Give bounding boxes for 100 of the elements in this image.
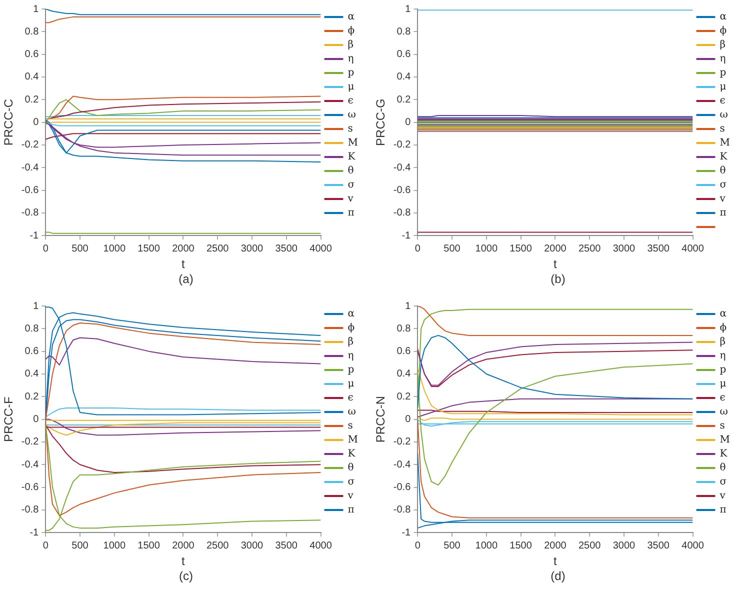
x-tick-label: 2000 (172, 243, 195, 254)
y-tick-label: -0.6 (393, 482, 412, 494)
x-tick-label: 1500 (138, 243, 160, 254)
text: (b) (550, 272, 566, 286)
legend-label: β (720, 336, 726, 348)
x-tick-label: 3500 (647, 540, 670, 552)
legend-label: θ (348, 166, 354, 177)
y-tick-label: 0.4 (396, 368, 412, 380)
y-tick-label: -0.8 (21, 504, 40, 516)
y-tick-label: -0.6 (21, 185, 40, 196)
y-tick-label: -1 (402, 230, 412, 242)
x-tick-label: 0 (42, 540, 49, 552)
legend-label: ϵ (720, 96, 726, 107)
y-tick-label: -0.8 (21, 208, 40, 219)
y-tick-label: 0 (405, 414, 412, 426)
legend-label: ϕ (720, 322, 727, 334)
x-tick-label: 1500 (138, 540, 160, 552)
x-tick-label: 2500 (206, 540, 230, 552)
legend-label: ϕ (720, 26, 727, 37)
x-tick-label: 1500 (510, 243, 532, 254)
legend-label: K (348, 448, 356, 460)
legend-label: p (720, 68, 726, 79)
y-tick-label: -0.8 (393, 208, 412, 219)
x-axis-title: t (554, 257, 558, 272)
y-tick-label: 0.2 (24, 391, 40, 402)
y-tick-label: 0.6 (24, 49, 40, 60)
legend-label: v (346, 194, 354, 205)
legend-label: α (720, 12, 727, 23)
x-tick-label: 3000 (612, 540, 636, 552)
legend-label: v (718, 490, 726, 502)
x-tick-label: 4000 (310, 540, 332, 552)
y-tick-label: 1 (33, 300, 40, 312)
y-tick-label: -0.2 (21, 436, 40, 448)
legend-label: M (348, 138, 358, 149)
legend-label: μ (720, 82, 727, 93)
legend-label: v (346, 490, 354, 502)
legend-label: α (720, 308, 727, 320)
y-tick-label: -0.4 (393, 162, 412, 174)
legend-label: ϕ (348, 322, 355, 334)
text: (d) (550, 569, 566, 583)
y-tick-label: 0.6 (396, 346, 412, 358)
legend-label: ω (720, 110, 728, 121)
legend-label: η (348, 54, 354, 65)
legend-label: s (348, 420, 353, 432)
x-tick-label: 2000 (172, 540, 195, 552)
legend-label: ϵ (720, 392, 726, 404)
legend-label: K (720, 152, 728, 163)
y-tick-label: 0.2 (396, 391, 412, 402)
x-tick-label: 3500 (647, 243, 670, 254)
y-tick-label: -1 (402, 527, 412, 538)
x-tick-label: 3500 (275, 243, 298, 254)
x-tick-label: 3000 (240, 243, 264, 254)
y-tick-label: 0.2 (24, 94, 40, 106)
legend-label: α (348, 308, 355, 320)
legend-label: σ (348, 476, 355, 488)
y-tick-label: -0.2 (393, 140, 412, 151)
legend-label: α (348, 12, 355, 23)
legend-label: s (720, 124, 725, 135)
y-tick-label: -0.4 (21, 162, 40, 174)
y-axis-title: PRCC-N (374, 396, 388, 443)
x-tick-label: 0 (414, 540, 421, 552)
legend-label: σ (720, 476, 727, 488)
legend-label: η (348, 350, 354, 362)
y-tick-label: -1 (30, 230, 40, 242)
legend-label: β (348, 40, 354, 51)
y-tick-label: 0.8 (24, 323, 40, 334)
legend-label: ω (720, 406, 728, 418)
x-tick-label: 500 (72, 540, 89, 552)
x-tick-label: 3500 (275, 540, 298, 552)
x-tick-label: 0 (414, 243, 421, 254)
y-tick-label: 0.8 (396, 323, 412, 334)
legend-label: θ (720, 462, 726, 474)
legend-label: s (348, 124, 353, 135)
y-tick-label: -0.2 (21, 140, 40, 151)
x-tick-label: 500 (444, 243, 461, 254)
y-tick-label: -0.6 (21, 482, 40, 494)
legend-label: β (348, 336, 354, 348)
legend-label: β (720, 40, 726, 51)
y-axis-title: PRCC-G (374, 98, 388, 146)
legend-label: θ (348, 462, 354, 474)
legend-label: μ (720, 378, 727, 390)
y-tick-label: 0.6 (396, 49, 412, 60)
legend-label: η (720, 350, 726, 362)
y-tick-label: 0.2 (396, 94, 412, 106)
x-tick-label: 0 (42, 243, 49, 254)
x-tick-label: 3000 (240, 540, 264, 552)
x-tick-label: 1000 (103, 540, 126, 552)
y-tick-label: 0.4 (24, 72, 40, 83)
x-tick-label: 2500 (578, 243, 602, 254)
x-axis-title: t (554, 554, 558, 568)
legend-label: ω (348, 406, 356, 418)
x-tick-label: 1500 (510, 540, 532, 552)
x-tick-label: 500 (444, 540, 461, 552)
x-tick-label: 2500 (578, 540, 602, 552)
legend-label: μ (348, 378, 355, 390)
y-tick-label: -0.4 (393, 459, 412, 470)
legend-label: σ (720, 180, 727, 191)
legend-label: M (720, 434, 730, 446)
legend-label: θ (720, 166, 726, 177)
x-tick-label: 1000 (475, 540, 498, 552)
